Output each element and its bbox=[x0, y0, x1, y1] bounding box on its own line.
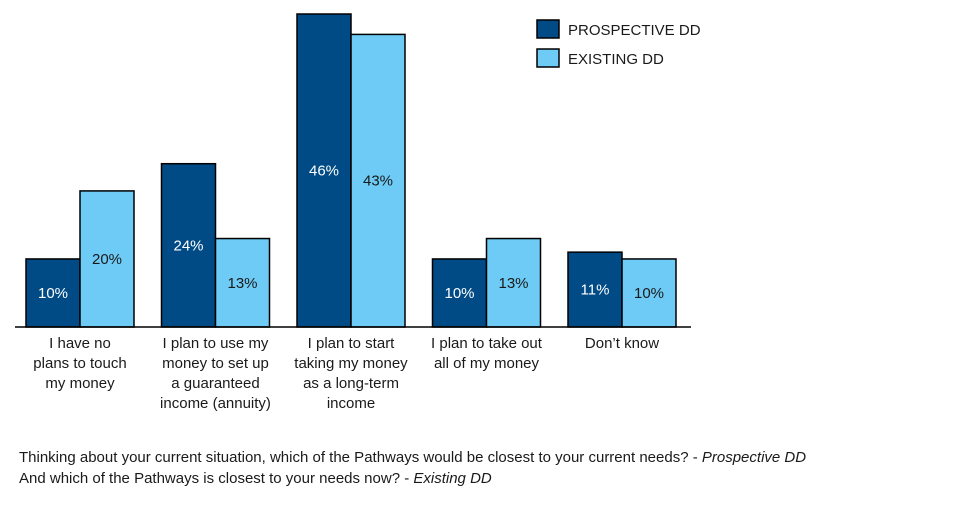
data-label-prospective-1: 24% bbox=[173, 237, 203, 254]
data-label-existing-3: 13% bbox=[498, 275, 528, 292]
data-label-existing-4: 10% bbox=[634, 285, 664, 302]
footnote-existing: And which of the Pathways is closest to … bbox=[19, 470, 492, 487]
bar-prospective-1 bbox=[160, 162, 217, 328]
bar-prospective-3 bbox=[431, 258, 488, 328]
data-label-prospective-4: 11% bbox=[581, 282, 610, 299]
x-tick-label-4: Don’t know bbox=[585, 335, 659, 352]
data-label-prospective-0: 10% bbox=[38, 285, 68, 302]
footnote-prospective: Thinking about your current situation, w… bbox=[19, 449, 806, 466]
grouped-bar-chart: 10% 20% 24% 13% 46% 43% 10% 13% 11% 10% I have no… bbox=[15, 13, 701, 412]
bar-existing-4 bbox=[621, 258, 677, 328]
data-label-prospective-3: 10% bbox=[444, 285, 474, 302]
legend-swatch-existing bbox=[536, 48, 560, 68]
bar-existing-1 bbox=[214, 237, 271, 328]
data-label-existing-2: 43% bbox=[363, 173, 393, 190]
x-tick-label-0: I have no plans to touch my money bbox=[33, 335, 126, 392]
legend-label-existing: EXISTING DD bbox=[568, 51, 664, 68]
data-label-existing-1: 13% bbox=[227, 275, 257, 292]
bar-existing-2 bbox=[350, 33, 406, 328]
legend: PROSPECTIVE DD EXISTING DD bbox=[536, 19, 701, 68]
footnote-existing-tag: Existing DD bbox=[413, 470, 492, 487]
legend-label-prospective: PROSPECTIVE DD bbox=[568, 22, 701, 39]
data-label-prospective-2: 46% bbox=[309, 163, 339, 180]
bars-group: 10% 20% 24% 13% 46% 43% 10% 13% 11% 10% bbox=[25, 13, 677, 328]
footnote-existing-text: And which of the Pathways is closest to … bbox=[19, 470, 414, 487]
x-tick-label-2: I plan to start taking my money as a long-… bbox=[294, 335, 408, 412]
footnote-prospective-tag: Prospective DD bbox=[701, 449, 807, 466]
legend-swatch-prospective bbox=[536, 19, 560, 39]
x-tick-labels: I have no plans to touch my money I plan to… bbox=[33, 335, 659, 412]
bar-prospective-0 bbox=[25, 258, 81, 328]
data-label-existing-0: 20% bbox=[92, 251, 122, 268]
bar-existing-3 bbox=[485, 237, 542, 328]
bar-prospective-2 bbox=[296, 13, 352, 328]
footnote-prospective-text: Thinking about your current situation, w… bbox=[19, 449, 702, 466]
x-tick-label-3: I plan to take out all of my money bbox=[431, 335, 543, 372]
x-tick-label-1: I plan to use my money to set up a guarant… bbox=[160, 335, 271, 412]
